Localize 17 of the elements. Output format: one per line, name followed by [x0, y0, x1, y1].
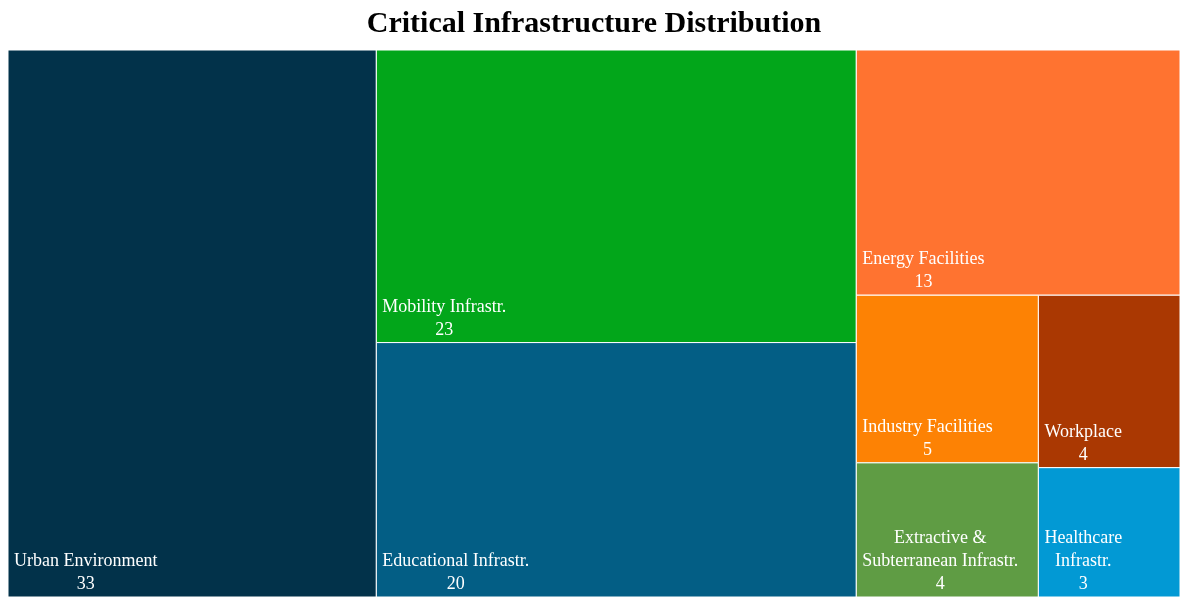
data-label: 4 [935, 573, 945, 593]
category-label: Extractive & Subterranean Infrastr. [862, 527, 1019, 570]
data-label: 13 [914, 271, 933, 292]
text: Critical Infrastructure Distribution [366, 4, 822, 38]
category-label: Healthcare Infrastr. [1044, 527, 1123, 570]
data-label: 20 [446, 573, 465, 593]
data-label: 5 [923, 438, 933, 459]
category-label: Energy Facilities [862, 248, 985, 269]
category-label: Mobility Infrastr. [382, 295, 507, 316]
category-label: Educational Infrastr. [382, 550, 530, 570]
category-label: Workplace [1044, 420, 1122, 441]
data-label: 23 [435, 318, 454, 339]
category-label: Industry Facilities [862, 415, 993, 436]
category-label: Urban Environment [14, 550, 158, 570]
data-label: 3 [1078, 573, 1088, 593]
data-label: 4 [1078, 443, 1088, 464]
data-label: 33 [76, 573, 95, 593]
